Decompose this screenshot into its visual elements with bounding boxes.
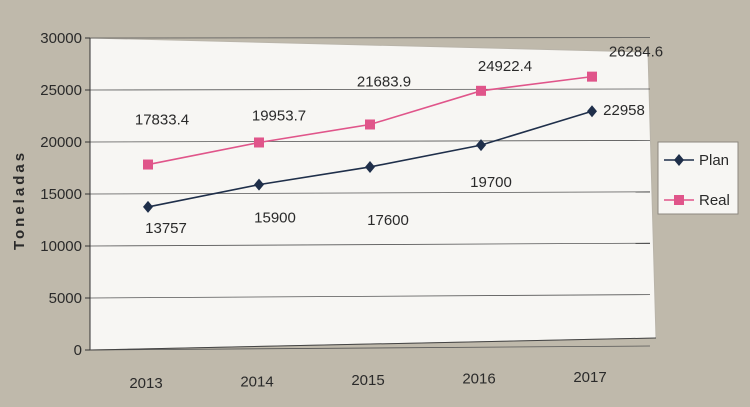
y-tick-label: 10000 <box>40 238 82 255</box>
legend: Plan Real <box>657 141 739 215</box>
legend-marker-plan <box>674 154 684 166</box>
grid-lines <box>89 37 651 351</box>
y-tick-label: 5000 <box>49 290 82 307</box>
gridline <box>89 88 651 91</box>
data-label-plan: 15900 <box>254 210 296 227</box>
gridline <box>89 345 651 351</box>
data-point-real <box>143 159 153 170</box>
data-point-real <box>254 137 264 148</box>
data-label-real: 21683.9 <box>357 73 411 90</box>
y-axis-title: Toneladas <box>11 150 28 250</box>
data-label-real: 26284.6 <box>609 44 663 61</box>
x-tick-label: 2014 <box>240 374 273 391</box>
data-point-plan <box>254 178 264 191</box>
data-label-real: 19953.7 <box>252 107 306 124</box>
series-lines: 13757 15900 17600 19700 22958 17833.4 19953.7 2… <box>135 44 663 237</box>
legend-marker-real <box>674 195 684 205</box>
data-point-real <box>476 85 486 96</box>
data-label-plan: 13757 <box>145 220 187 237</box>
data-point-real <box>587 71 597 82</box>
legend-label-plan: Plan <box>699 152 729 169</box>
y-axis: 0 5000 10000 15000 20000 25000 30000 <box>40 30 91 359</box>
data-point-plan <box>143 200 153 213</box>
x-tick-label: 2016 <box>462 371 495 388</box>
x-axis-line <box>89 337 657 351</box>
x-tick-label: 2017 <box>573 369 606 386</box>
data-label-plan: 22958 <box>603 102 645 119</box>
legend-label-real: Real <box>699 192 730 209</box>
y-tick-label: 25000 <box>40 82 82 99</box>
gridline <box>89 139 651 143</box>
legend-box <box>657 141 739 215</box>
data-point-real <box>365 119 375 130</box>
data-label-plan: 19700 <box>470 174 512 191</box>
x-axis: 2013 2014 2015 2016 2017 <box>89 337 657 392</box>
data-point-plan <box>587 105 597 118</box>
data-label-real: 24922.4 <box>478 58 532 75</box>
gridline <box>89 294 651 299</box>
data-point-plan <box>476 139 486 152</box>
x-tick-label: 2013 <box>129 375 162 392</box>
data-label-real: 17833.4 <box>135 112 189 129</box>
data-label-plan: 17600 <box>367 212 409 229</box>
y-tick-label: 15000 <box>40 186 82 203</box>
y-tick-label: 20000 <box>40 134 82 151</box>
gridline <box>89 191 651 195</box>
x-tick-label: 2015 <box>351 372 384 389</box>
data-point-plan <box>365 160 375 173</box>
gridline <box>89 242 651 247</box>
y-tick-label: 0 <box>74 342 82 359</box>
y-tick-label: 30000 <box>40 30 82 47</box>
